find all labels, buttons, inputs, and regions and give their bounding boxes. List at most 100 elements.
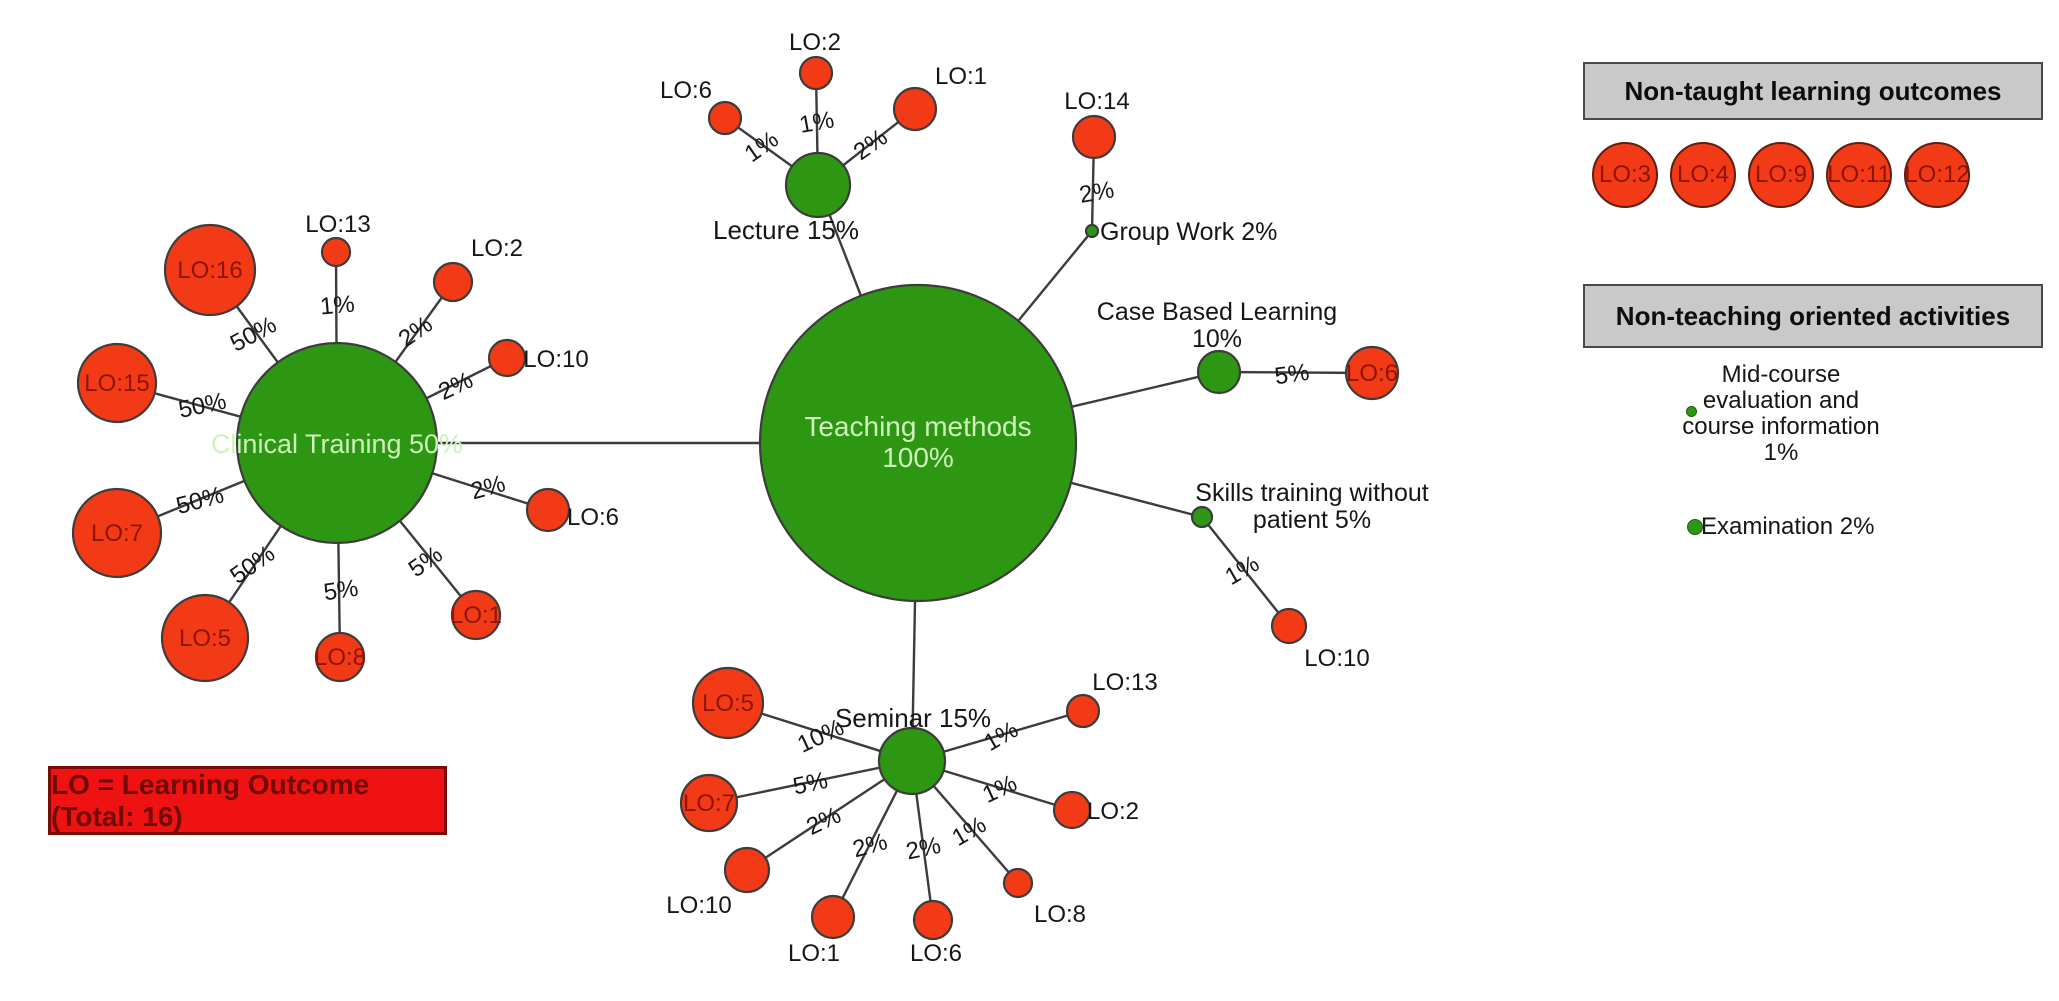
node-sem-lo13	[1065, 693, 1101, 729]
edge-label-clinical-training-ct-lo6: 2%	[468, 470, 508, 505]
label-sem-lo13: LO:13	[1092, 669, 1157, 696]
node-ct-lo5	[160, 593, 250, 683]
edge-label-clinical-training-ct-lo2: 2%	[394, 311, 438, 353]
label-sem-lo5: LO:5	[702, 690, 754, 717]
non-taught-outcome-label: LO:11	[1827, 161, 1891, 188]
non-taught-outcomes-header: Non-taught learning outcomes	[1583, 62, 2043, 120]
mid-course-dot-icon	[1686, 406, 1697, 417]
lo-abbreviation-text: LO = Learning Outcome (Total: 16)	[51, 768, 370, 832]
node-ct-lo2	[432, 261, 474, 303]
non-taught-outcome-circle: LO:4	[1670, 142, 1736, 208]
edge-label-seminar-sem-lo1: 2%	[850, 828, 890, 863]
label-case-based-learning: Case Based Learning	[1097, 298, 1337, 326]
node-skills-training	[1190, 505, 1214, 529]
edge-label-clinical-training-ct-lo8: 5%	[322, 575, 360, 607]
label-seminar: Seminar 15%	[835, 703, 991, 733]
label-ct-lo1: LO:1	[450, 602, 502, 629]
label-ct-lo8: LO:8	[314, 644, 366, 671]
label-ct-lo2: LO:2	[471, 235, 523, 262]
label-ct-lo13: LO:13	[305, 211, 370, 238]
edge-label-clinical-training-ct-lo10: 2%	[434, 367, 477, 406]
node-case-based-learning	[1196, 349, 1242, 395]
label-ct-lo10: LO:10	[523, 346, 588, 373]
label-lecture: Lecture 15%	[713, 215, 859, 245]
node-teaching-methods	[758, 283, 1078, 603]
label-sem-lo10: LO:10	[666, 892, 731, 919]
label-sem-lo7: LO:7	[683, 790, 735, 817]
node-lec-lo1	[892, 86, 938, 132]
edge-skills-training-sk-lo10	[1201, 516, 1290, 627]
label-ct-lo6: LO:6	[567, 504, 619, 531]
edge-label-clinical-training-ct-lo16: 50%	[226, 311, 281, 357]
label-sk-lo10: LO:10	[1304, 645, 1369, 672]
node-sem-lo7	[679, 773, 739, 833]
node-sem-lo8	[1002, 867, 1034, 899]
label-cbl-lo6: LO:6	[1346, 360, 1398, 387]
node-cbl-lo6	[1344, 345, 1400, 401]
non-taught-outcome-label: LO:9	[1754, 161, 1808, 188]
non-taught-outcome-circle: LO:12	[1904, 142, 1970, 208]
label-teaching-methods: 100%	[882, 442, 954, 473]
node-ct-lo15	[76, 342, 158, 424]
label-clinical-training: Clinical Training 50%	[211, 429, 463, 459]
non-taught-outcome-circle: LO:3	[1592, 142, 1658, 208]
label-group-work: Group Work 2%	[1100, 218, 1277, 246]
non-taught-outcome-label: LO:4	[1676, 161, 1730, 188]
node-clinical-training	[235, 341, 439, 545]
node-ct-lo13	[320, 236, 352, 268]
node-ct-lo7	[71, 487, 163, 579]
non-taught-outcome-circle: LO:11	[1826, 142, 1892, 208]
node-sem-lo2	[1052, 790, 1092, 830]
label-ct-lo7: LO:7	[91, 520, 143, 547]
edge-label-seminar-sem-lo2: 1%	[978, 770, 1021, 809]
edge-label-case-based-learning-cbl-lo6: 5%	[1273, 359, 1311, 391]
label-sem-lo8: LO:8	[1034, 901, 1086, 928]
non-taught-outcome-circle: LO:9	[1748, 142, 1814, 208]
label-skills-training: Skills training without	[1195, 479, 1428, 507]
examination-dot-icon	[1687, 519, 1703, 535]
non-teaching-activities-header: Non-teaching oriented activities	[1583, 284, 2043, 348]
edge-label-group-work-gw-lo14: 2%	[1077, 176, 1116, 209]
node-sk-lo10	[1270, 607, 1308, 645]
label-ct-lo15: LO:15	[84, 370, 149, 397]
edge-label-seminar-sem-lo7: 5%	[791, 767, 831, 801]
label-lec-lo6: LO:6	[660, 77, 712, 104]
edge-label-clinical-training-ct-lo7: 50%	[173, 481, 226, 520]
non-taught-outcomes-row: LO:3 LO:4 LO:9 LO:11 LO:12	[1592, 142, 1970, 208]
node-ct-lo16	[163, 223, 257, 317]
node-lec-lo2	[798, 55, 834, 91]
non-teaching-activities-title: Non-teaching oriented activities	[1615, 300, 2011, 331]
label-gw-lo14: LO:14	[1064, 88, 1129, 115]
node-sem-lo6	[912, 899, 954, 941]
label-case-based-learning: 10%	[1192, 325, 1242, 353]
node-sem-lo10	[723, 846, 771, 894]
label-lec-lo2: LO:2	[789, 29, 841, 56]
edge-label-seminar-sem-lo6: 2%	[904, 832, 944, 866]
label-teaching-methods: Teaching methods	[804, 411, 1031, 442]
lo-abbreviation-legend: LO = Learning Outcome (Total: 16)	[48, 766, 447, 835]
non-taught-outcome-label: LO:12	[1904, 161, 1970, 188]
non-taught-outcomes-title: Non-taught learning outcomes	[1624, 75, 2002, 106]
node-ct-lo10	[487, 338, 527, 378]
mid-course-evaluation-label: Mid-course evaluation and course informa…	[1682, 361, 1880, 466]
node-gw-lo14	[1071, 114, 1117, 160]
node-ct-lo1	[450, 589, 502, 641]
edge-label-lecture-lec-lo2: 1%	[797, 106, 836, 139]
label-ct-lo5: LO:5	[179, 625, 231, 652]
node-lec-lo6	[707, 100, 743, 136]
label-sem-lo1: LO:1	[788, 940, 840, 967]
node-ct-lo8	[314, 631, 366, 683]
node-seminar	[877, 726, 947, 796]
label-sem-lo2: LO:2	[1087, 798, 1139, 825]
node-sem-lo1	[810, 894, 856, 940]
node-lecture	[784, 151, 852, 219]
edge-label-clinical-training-ct-lo15: 50%	[176, 387, 229, 423]
edge-label-seminar-sem-lo10: 2%	[802, 802, 845, 841]
node-sem-lo5	[691, 666, 765, 740]
label-skills-training: patient 5%	[1253, 506, 1371, 534]
edge-label-clinical-training-ct-lo5: 50%	[225, 540, 280, 590]
edge-label-clinical-training-ct-lo13: 1%	[319, 291, 356, 321]
node-ct-lo6	[525, 487, 571, 533]
